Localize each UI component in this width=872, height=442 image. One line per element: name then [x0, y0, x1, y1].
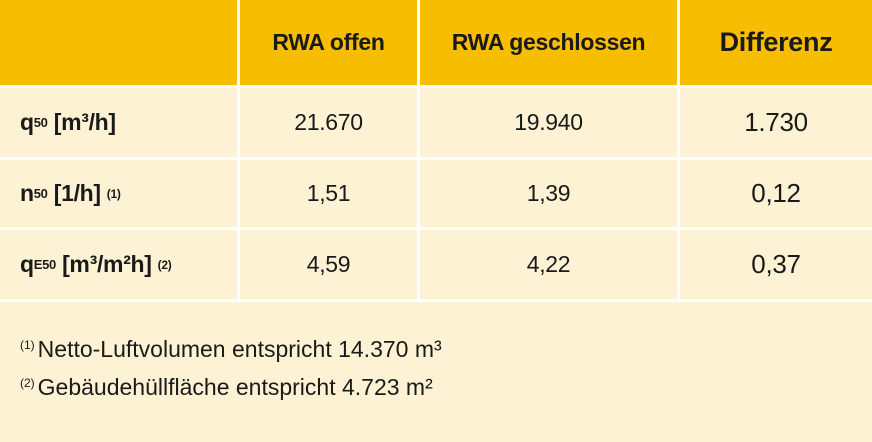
value-cell: 21.670 [240, 88, 420, 160]
table: RWA offen RWA geschlossen Differenz q 50 … [0, 0, 872, 302]
unit: [m³/h] [53, 109, 116, 135]
header-cell: RWA geschlossen [420, 0, 680, 88]
value-cell: 19.940 [420, 88, 680, 160]
footnote-marker: (1) [20, 338, 35, 352]
value-cell: 1.730 [680, 88, 872, 160]
symbol: q [20, 109, 34, 135]
subscript: 50 [33, 115, 48, 130]
note-marker: (1) [106, 186, 121, 201]
symbol: q [20, 251, 34, 277]
footnote: (2) Gebäudehüllfläche entspricht 4.723 m² [20, 366, 442, 404]
footnote-text: Gebäudehüllfläche entspricht 4.723 m² [37, 374, 433, 400]
footnote-text: Netto-Luftvolumen entspricht 14.370 m³ [37, 336, 442, 362]
value-cell: 4,22 [420, 230, 680, 302]
row-label: n 50 [1/h] (1) [0, 160, 240, 230]
footnote-marker: (2) [20, 376, 35, 390]
footnote: (1) Netto-Luftvolumen entspricht 14.370 m… [20, 328, 442, 366]
header-cell: RWA offen [240, 0, 420, 88]
symbol: n [20, 180, 34, 206]
header-empty-cell [0, 0, 240, 88]
subscript: E50 [33, 257, 57, 272]
subscript: 50 [33, 186, 48, 201]
row-label: q 50 [m³/h] [0, 88, 240, 160]
value-cell: 1,51 [240, 160, 420, 230]
value-cell: 0,12 [680, 160, 872, 230]
header-cell: Differenz [680, 0, 872, 88]
unit: [1/h] [53, 180, 101, 206]
value-cell: 1,39 [420, 160, 680, 230]
row-label: q E50 [m³/m²h] (2) [0, 230, 240, 302]
footnotes: (1) Netto-Luftvolumen entspricht 14.370 m… [20, 328, 442, 404]
value-cell: 4,59 [240, 230, 420, 302]
unit: [m³/m²h] [62, 251, 152, 277]
note-marker: (2) [157, 257, 172, 272]
value-cell: 0,37 [680, 230, 872, 302]
